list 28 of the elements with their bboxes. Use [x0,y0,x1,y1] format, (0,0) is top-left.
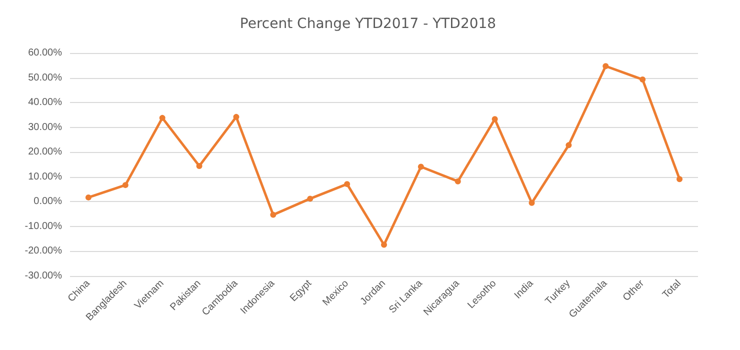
point [418,164,424,170]
point [528,200,535,206]
point [233,114,240,120]
point [159,114,166,121]
point [602,63,609,70]
point [454,178,461,184]
y-tick-label: 60.00% [28,48,62,58]
point [381,242,387,248]
point [566,142,572,148]
y-tick-label: 0.00% [34,196,62,208]
point [492,116,498,122]
point [196,162,202,169]
point [676,176,683,182]
y-tick-label: -10.00% [24,220,62,232]
point [344,181,350,188]
y-tick-label: -20.00% [24,246,62,257]
y-tick-label: 10.00% [28,171,62,182]
y-tick-label: -30.00% [24,270,62,282]
y-tick-label: 20.00% [28,146,62,158]
point [122,182,128,188]
point [307,196,314,202]
y-tick-label: 40.00% [28,97,62,108]
point [270,212,276,218]
y-tick-label: 50.00% [28,72,62,84]
point [85,194,92,200]
chart-title: Percent Change YTD2017 - YTD2018 [240,16,496,32]
y-tick-label: 30.00% [28,122,62,133]
point [640,76,646,83]
